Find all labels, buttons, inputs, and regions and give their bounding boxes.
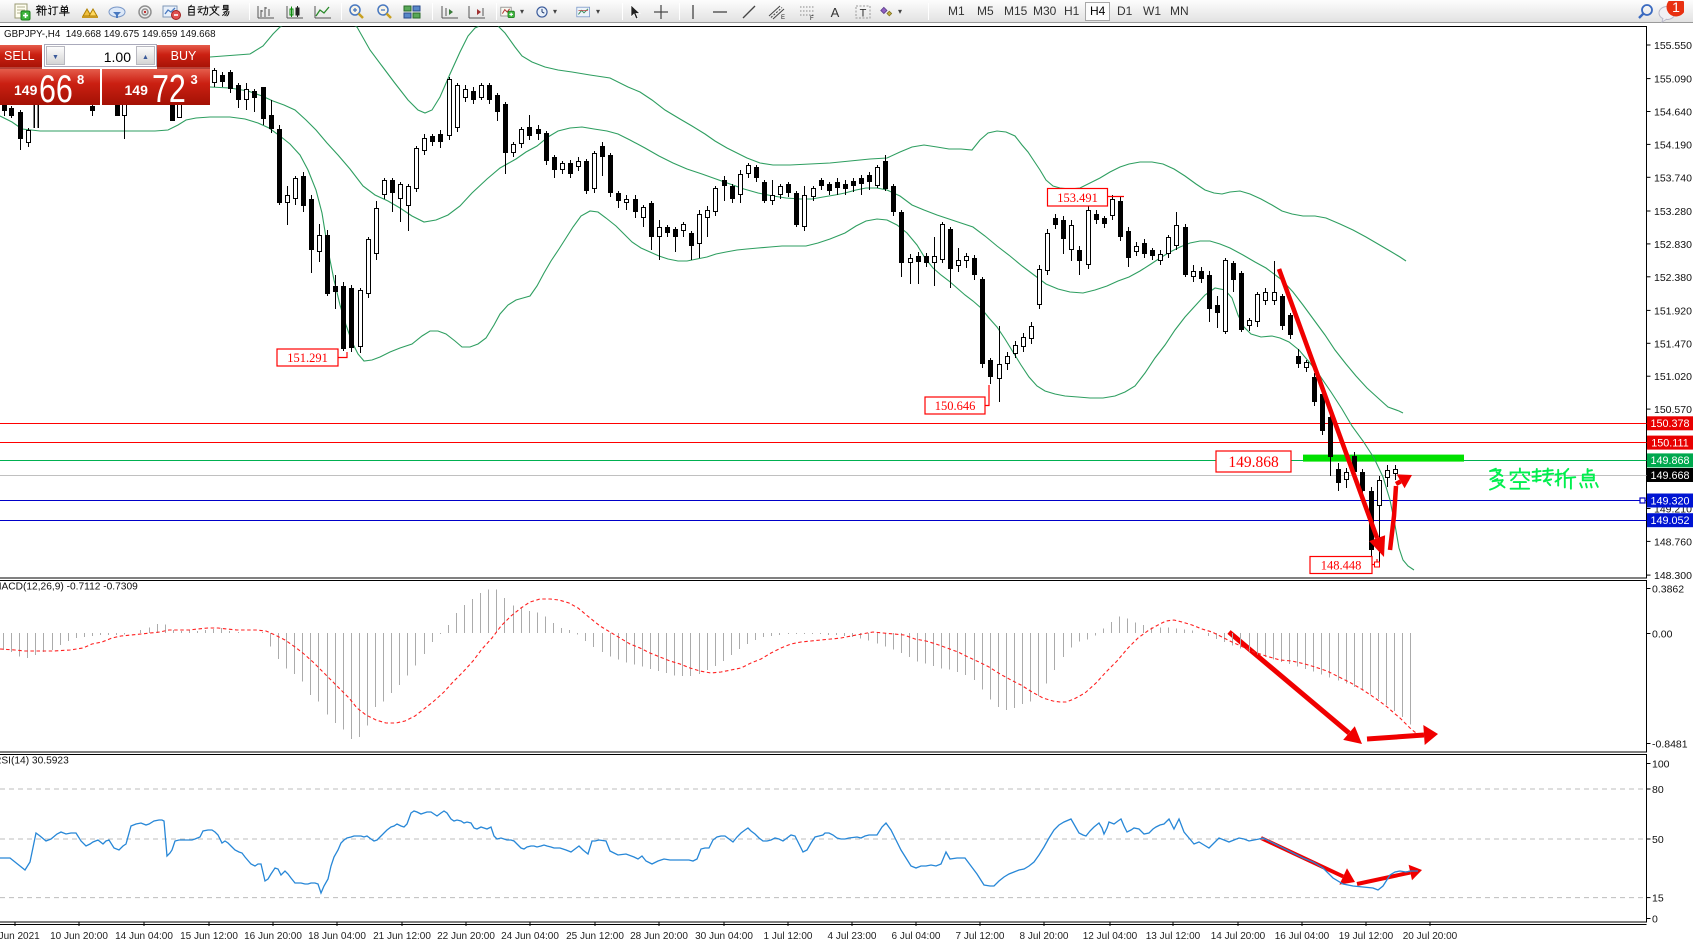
svg-text:150.378: 150.378 [1650,418,1689,430]
svg-text:20 Jul 20:00: 20 Jul 20:00 [1403,931,1458,942]
svg-text:0.00: 0.00 [1652,629,1673,641]
svg-text:152.380: 152.380 [1654,272,1692,284]
svg-text:21 Jun 12:00: 21 Jun 12:00 [373,931,431,942]
svg-text:154.190: 154.190 [1654,139,1692,151]
svg-text:9 Jun 2021: 9 Jun 2021 [0,931,40,942]
svg-text:18 Jun 04:00: 18 Jun 04:00 [308,931,366,942]
svg-text:25 Jun 12:00: 25 Jun 12:00 [566,931,624,942]
svg-text:14 Jul 20:00: 14 Jul 20:00 [1211,931,1266,942]
svg-text:28 Jun 20:00: 28 Jun 20:00 [630,931,688,942]
svg-text:1: 1 [1672,1,1680,15]
svg-text:151.020: 151.020 [1654,371,1692,383]
svg-text:153.280: 153.280 [1654,206,1692,218]
svg-text:149.668: 149.668 [1650,470,1689,482]
svg-text:149.052: 149.052 [1650,515,1689,527]
svg-text:16 Jul 04:00: 16 Jul 04:00 [1275,931,1330,942]
svg-text:15 Jun 12:00: 15 Jun 12:00 [180,931,238,942]
svg-text:154.640: 154.640 [1654,107,1692,119]
svg-text:151.470: 151.470 [1654,338,1692,350]
svg-text:148.760: 148.760 [1654,536,1692,548]
svg-text:13 Jul 12:00: 13 Jul 12:00 [1146,931,1201,942]
svg-text:100: 100 [1652,759,1670,771]
svg-text:12 Jul 04:00: 12 Jul 04:00 [1083,931,1138,942]
svg-text:30 Jun 04:00: 30 Jun 04:00 [695,931,753,942]
svg-text:10 Jun 20:00: 10 Jun 20:00 [50,931,108,942]
svg-text:T: T [860,7,867,19]
svg-text:150.111: 150.111 [1651,437,1688,449]
svg-text:0.3862: 0.3862 [1652,584,1684,596]
svg-text:14 Jun 04:00: 14 Jun 04:00 [115,931,173,942]
svg-text:50: 50 [1652,834,1664,846]
svg-text:151.291: 151.291 [287,351,328,365]
svg-text:6 Jul 04:00: 6 Jul 04:00 [892,931,941,942]
svg-text:F: F [810,16,814,20]
svg-text:15: 15 [1652,893,1664,905]
svg-text:80: 80 [1652,784,1664,796]
svg-text:153.491: 153.491 [1057,191,1098,205]
svg-text:4 Jul 23:00: 4 Jul 23:00 [828,931,877,942]
svg-text:149.868: 149.868 [1228,454,1279,471]
svg-text:148.300: 148.300 [1654,570,1692,582]
svg-text:A: A [831,5,840,20]
svg-text:16 Jun 20:00: 16 Jun 20:00 [244,931,302,942]
svg-text:MACD(12,26,9) -0.7112 -0.7309: MACD(12,26,9) -0.7112 -0.7309 [0,582,138,593]
svg-text:149.868: 149.868 [1650,455,1689,467]
svg-text:GBPJPY-,H4 149.668 149.675 14: GBPJPY-,H4 149.668 149.675 149.659 149.6… [4,29,216,40]
svg-text:1 Jul 12:00: 1 Jul 12:00 [764,931,813,942]
svg-text:22 Jun 20:00: 22 Jun 20:00 [437,931,495,942]
svg-text:E: E [781,15,785,20]
svg-text:150.646: 150.646 [935,399,976,413]
svg-text:24 Jun 04:00: 24 Jun 04:00 [501,931,559,942]
svg-text:148.448: 148.448 [1321,559,1362,573]
svg-text:8 Jul 20:00: 8 Jul 20:00 [1020,931,1069,942]
svg-text:152.830: 152.830 [1654,239,1692,251]
svg-text:155.550: 155.550 [1654,40,1692,52]
svg-text:155.090: 155.090 [1654,74,1692,86]
svg-text:153.740: 153.740 [1654,172,1692,184]
svg-text:7 Jul 12:00: 7 Jul 12:00 [956,931,1005,942]
svg-text:RSI(14) 30.5923: RSI(14) 30.5923 [0,756,69,767]
svg-text:149.320: 149.320 [1650,495,1689,507]
svg-text:-0.8481: -0.8481 [1652,739,1688,751]
svg-text:19 Jul 12:00: 19 Jul 12:00 [1339,931,1394,942]
svg-text:0: 0 [1652,914,1658,926]
svg-text:151.920: 151.920 [1654,305,1692,317]
svg-text:150.570: 150.570 [1654,404,1692,416]
